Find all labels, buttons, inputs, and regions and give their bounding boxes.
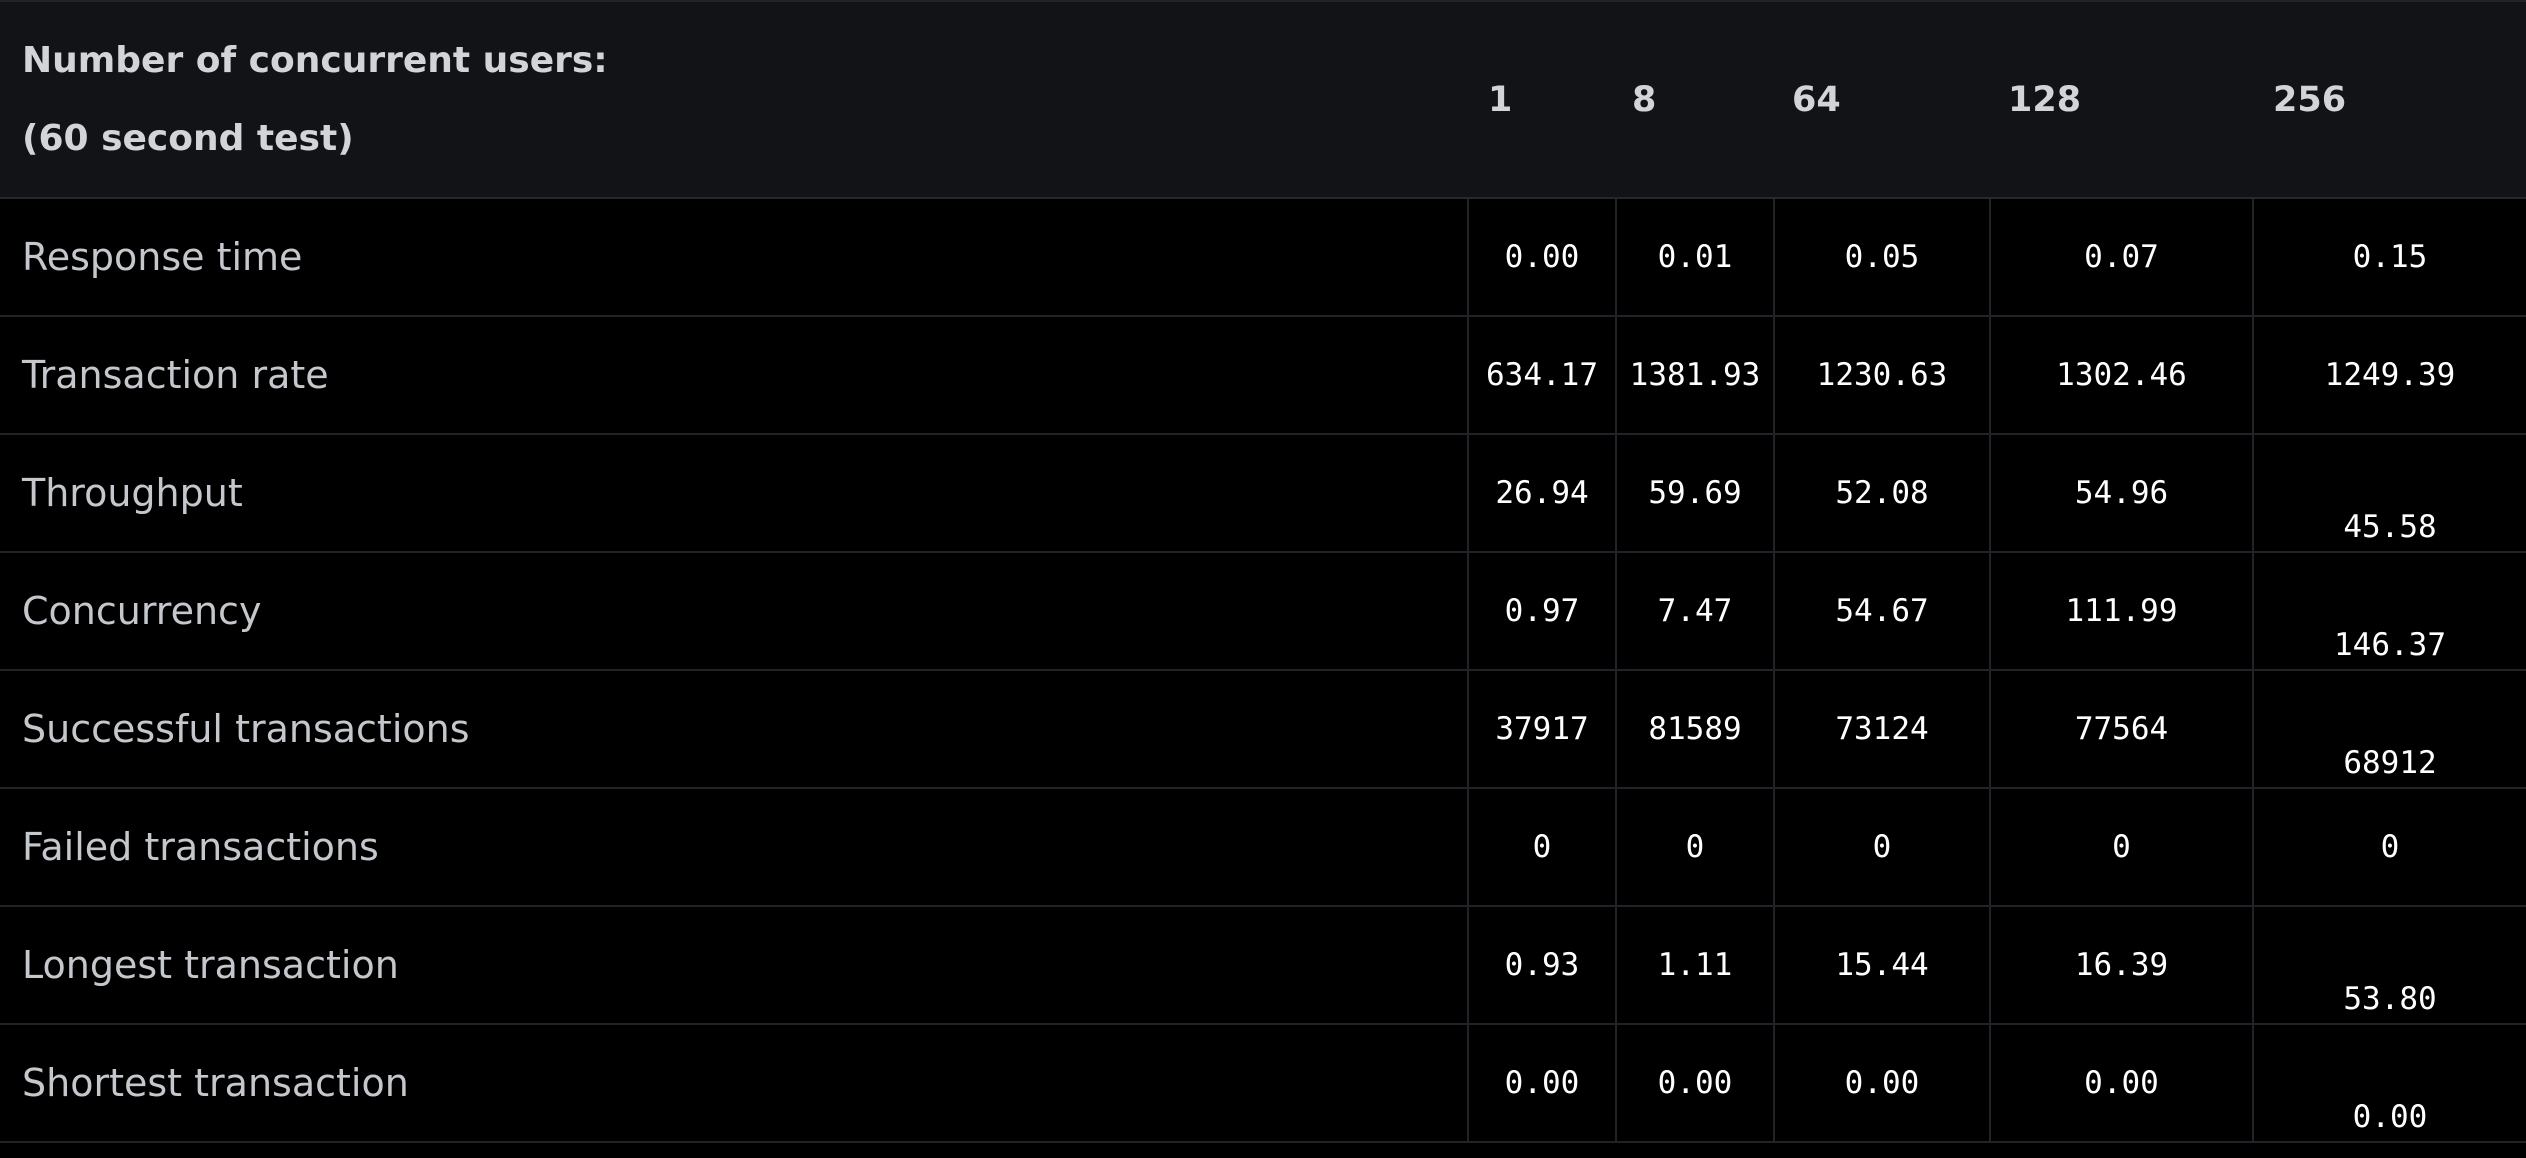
- table-body: Response time 0.00 0.01 0.05 0.07 0.15 T…: [0, 198, 2526, 1143]
- header-label-cell: Number of concurrent users: (60 second t…: [0, 2, 1468, 199]
- table-cell: 0.00: [1774, 1024, 1991, 1143]
- header-users-128: 128: [1990, 2, 2253, 199]
- table-cell: 52.08: [1774, 434, 1991, 553]
- table-cell: 1249.39: [2253, 316, 2526, 435]
- header-users-8: 8: [1616, 2, 1774, 199]
- table-cell: 7.47: [1616, 552, 1775, 671]
- table-cell: 0: [2253, 788, 2526, 907]
- table-cell: 0: [1774, 788, 1991, 907]
- table-cell: 1.11: [1616, 906, 1775, 1025]
- table-cell: 45.58: [2253, 434, 2526, 553]
- table-cell: 1230.63: [1774, 316, 1991, 435]
- header-label-line1: Number of concurrent users:: [22, 39, 608, 81]
- table-cell: 37917: [1468, 670, 1617, 789]
- row-label-shortest-transaction: Shortest transaction: [0, 1024, 1469, 1143]
- table-cell: 1381.93: [1616, 316, 1775, 435]
- table-cell: 0: [1468, 788, 1617, 907]
- table-cell: 0.01: [1616, 198, 1775, 317]
- table-row: Concurrency 0.97 7.47 54.67 111.99 146.3…: [0, 552, 2526, 671]
- table-cell: 0.00: [1990, 1024, 2254, 1143]
- row-label-failed-transactions: Failed transactions: [0, 788, 1469, 907]
- header-row: Number of concurrent users: (60 second t…: [0, 2, 2526, 199]
- table-row: Longest transaction 0.93 1.11 15.44 16.3…: [0, 906, 2526, 1025]
- table-row: Failed transactions 0 0 0 0 0: [0, 788, 2526, 907]
- table-cell: 0.05: [1774, 198, 1991, 317]
- table-cell: 26.94: [1468, 434, 1617, 553]
- table-cell: 0.00: [1468, 198, 1617, 317]
- table-cell: 1302.46: [1990, 316, 2254, 435]
- row-label-longest-transaction: Longest transaction: [0, 906, 1469, 1025]
- header-users-64: 64: [1774, 2, 1990, 199]
- table-row: Shortest transaction 0.00 0.00 0.00 0.00…: [0, 1024, 2526, 1143]
- row-label-transaction-rate: Transaction rate: [0, 316, 1469, 435]
- table-cell: 81589: [1616, 670, 1775, 789]
- table-cell: 73124: [1774, 670, 1991, 789]
- table-cell: 77564: [1990, 670, 2254, 789]
- header-users-256: 256: [2253, 2, 2526, 199]
- table-row: Throughput 26.94 59.69 52.08 54.96 45.58: [0, 434, 2526, 553]
- table-cell: 146.37: [2253, 552, 2526, 671]
- table-cell: 54.67: [1774, 552, 1991, 671]
- table-cell: 111.99: [1990, 552, 2254, 671]
- table-cell: 0.00: [2253, 1024, 2526, 1143]
- table-cell: 0.15: [2253, 198, 2526, 317]
- row-label-concurrency: Concurrency: [0, 552, 1469, 671]
- table-cell: 0: [1616, 788, 1775, 907]
- table-cell: 68912: [2253, 670, 2526, 789]
- table-cell: 0.00: [1616, 1024, 1775, 1143]
- table-cell: 53.80: [2253, 906, 2526, 1025]
- table-cell: 16.39: [1990, 906, 2254, 1025]
- table-cell: 0.93: [1468, 906, 1617, 1025]
- table-row: Transaction rate 634.17 1381.93 1230.63 …: [0, 316, 2526, 435]
- table-cell: 59.69: [1616, 434, 1775, 553]
- header-label-line2: (60 second test): [22, 117, 354, 159]
- table-cell: 0.00: [1468, 1024, 1617, 1143]
- row-label-response-time: Response time: [0, 198, 1469, 317]
- table-cell: 0: [1990, 788, 2254, 907]
- table-row: Successful transactions 37917 81589 7312…: [0, 670, 2526, 789]
- table-cell: 0.07: [1990, 198, 2254, 317]
- row-label-throughput: Throughput: [0, 434, 1469, 553]
- table-row: Response time 0.00 0.01 0.05 0.07 0.15: [0, 198, 2526, 317]
- table-cell: 634.17: [1468, 316, 1617, 435]
- header-users-1: 1: [1468, 2, 1616, 199]
- table-header: Number of concurrent users: (60 second t…: [0, 2, 2526, 199]
- table-cell: 54.96: [1990, 434, 2254, 553]
- row-label-successful-transactions: Successful transactions: [0, 670, 1469, 789]
- table-cell: 15.44: [1774, 906, 1991, 1025]
- table-cell: 0.97: [1468, 552, 1617, 671]
